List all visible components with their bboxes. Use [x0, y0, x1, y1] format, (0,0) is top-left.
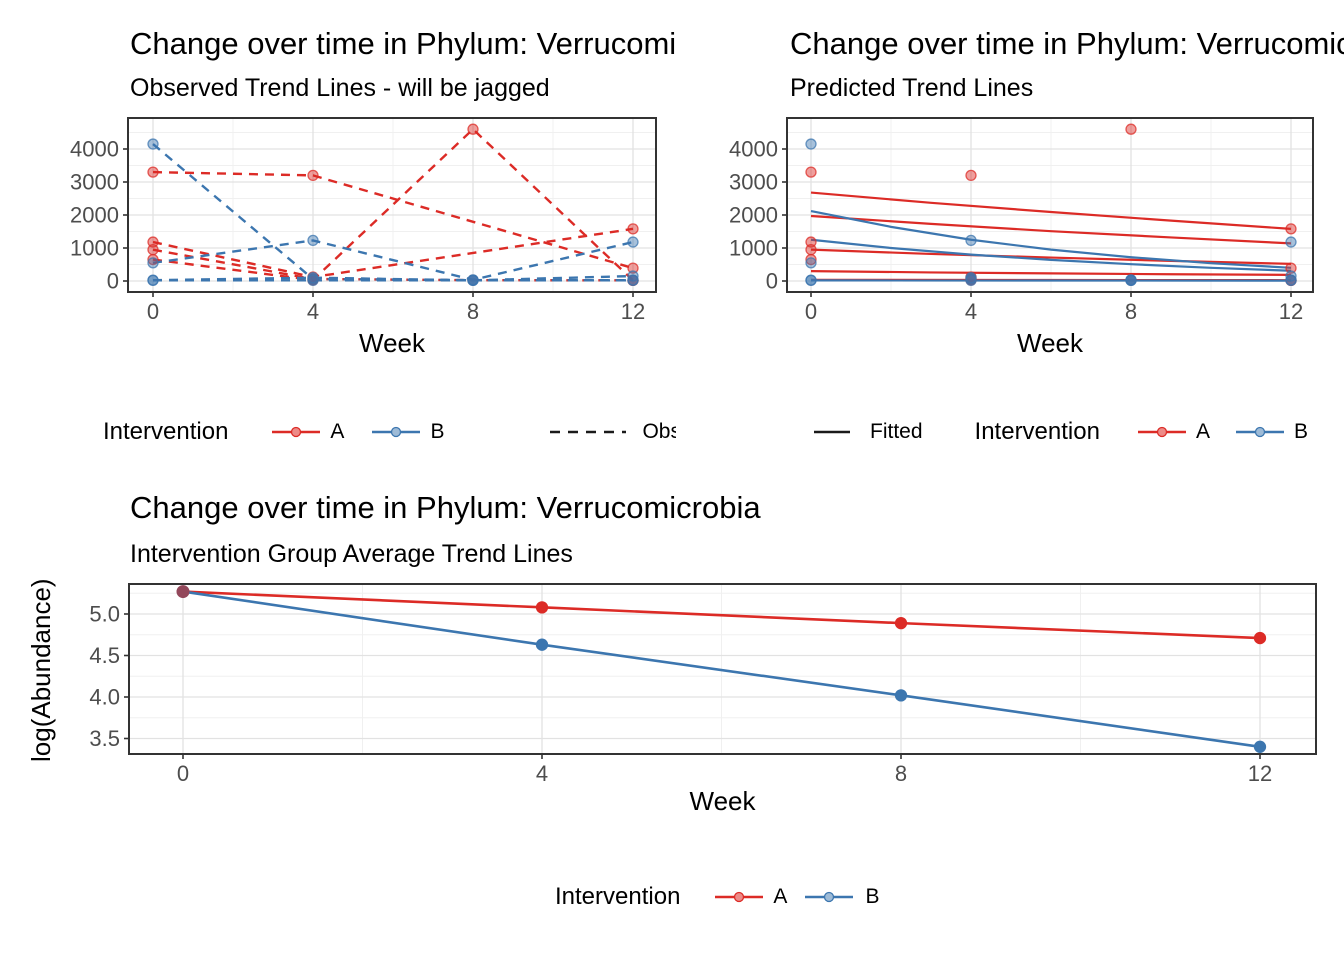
legend-key-a-icon — [713, 889, 765, 905]
svg-text:8: 8 — [1125, 299, 1137, 324]
svg-text:3000: 3000 — [70, 170, 119, 195]
svg-text:1000: 1000 — [70, 236, 119, 261]
chart-average-title: Change over time in Phylum: Verrucomicro… — [130, 490, 761, 525]
legend-label-observed: Observed — [642, 420, 676, 443]
svg-text:4: 4 — [536, 761, 548, 786]
legend-label-a: A — [330, 420, 345, 443]
chart-observed-title: Change over time in Phylum: Verrucomicro… — [130, 26, 676, 61]
legend-label-b: B — [865, 885, 880, 908]
svg-text:2000: 2000 — [729, 203, 778, 228]
legend-title: Intervention — [555, 883, 681, 910]
svg-text:2000: 2000 — [70, 203, 119, 228]
svg-text:0: 0 — [766, 269, 778, 294]
y-axis-title: log(Abundance) — [26, 578, 56, 762]
svg-text:4000: 4000 — [70, 137, 119, 162]
svg-text:5.0: 5.0 — [89, 602, 120, 627]
svg-text:4: 4 — [307, 299, 319, 324]
legend-key-b-icon — [803, 889, 855, 905]
svg-text:0: 0 — [147, 299, 159, 324]
legend-key-fitted-icon — [812, 424, 852, 440]
svg-text:4000: 4000 — [729, 137, 778, 162]
svg-text:12: 12 — [621, 299, 645, 324]
chart-predicted: Change over time in Phylum: Verrucomicro… — [710, 0, 1344, 470]
average-plot-panel: 0 4 8 12 3.5 4.0 4.5 5.0 Week — [89, 583, 1317, 816]
legend-label-fitted: Fitted — [870, 420, 923, 443]
svg-text:12: 12 — [1279, 299, 1303, 324]
svg-text:Week: Week — [359, 328, 426, 358]
legend-key-b-icon — [370, 424, 422, 440]
chart-average-subtitle: Intervention Group Average Trend Lines — [130, 540, 573, 568]
chart-observed: Change over time in Phylum: Verrucomicro… — [0, 0, 676, 470]
legend-label-b: B — [430, 420, 445, 443]
svg-text:3.5: 3.5 — [89, 726, 120, 751]
predicted-legend: Fitted Intervention A B — [812, 412, 1344, 452]
svg-text:Week: Week — [1017, 328, 1084, 358]
svg-text:Week: Week — [690, 786, 757, 816]
svg-text:3000: 3000 — [729, 170, 778, 195]
svg-text:8: 8 — [895, 761, 907, 786]
svg-text:0: 0 — [805, 299, 817, 324]
legend-key-observed-icon — [548, 424, 628, 440]
chart-group-average: Change over time in Phylum: Verrucomicro… — [0, 470, 1344, 960]
svg-text:8: 8 — [467, 299, 479, 324]
chart-predicted-subtitle: Predicted Trend Lines — [790, 74, 1034, 102]
legend-label-b: B — [1293, 420, 1308, 443]
legend-label-a: A — [773, 885, 788, 908]
predicted-plot-panel: 0 4 8 12 0 1000 2000 3000 4000 Week — [729, 117, 1314, 358]
legend-key-a-icon — [1136, 424, 1188, 440]
svg-text:4.0: 4.0 — [89, 685, 120, 710]
average-legend: Intervention A B — [555, 877, 879, 917]
svg-text:4.5: 4.5 — [89, 643, 120, 668]
legend-label-a: A — [1195, 420, 1210, 443]
svg-text:1000: 1000 — [729, 236, 778, 261]
observed-plot-panel: 0 4 8 12 0 1000 2000 3000 4000 Week — [70, 117, 657, 358]
observed-legend: Intervention A B Observed — [103, 412, 676, 452]
legend-title: Intervention — [974, 418, 1100, 445]
legend-key-b-icon — [1234, 424, 1286, 440]
chart-predicted-title: Change over time in Phylum: Verrucomicro… — [790, 26, 1344, 61]
svg-text:4: 4 — [965, 299, 977, 324]
svg-text:0: 0 — [177, 761, 189, 786]
svg-text:12: 12 — [1248, 761, 1272, 786]
legend-title: Intervention — [103, 418, 229, 445]
chart-observed-subtitle: Observed Trend Lines - will be jagged — [130, 74, 550, 102]
legend-key-a-icon — [270, 424, 322, 440]
svg-text:0: 0 — [107, 269, 119, 294]
